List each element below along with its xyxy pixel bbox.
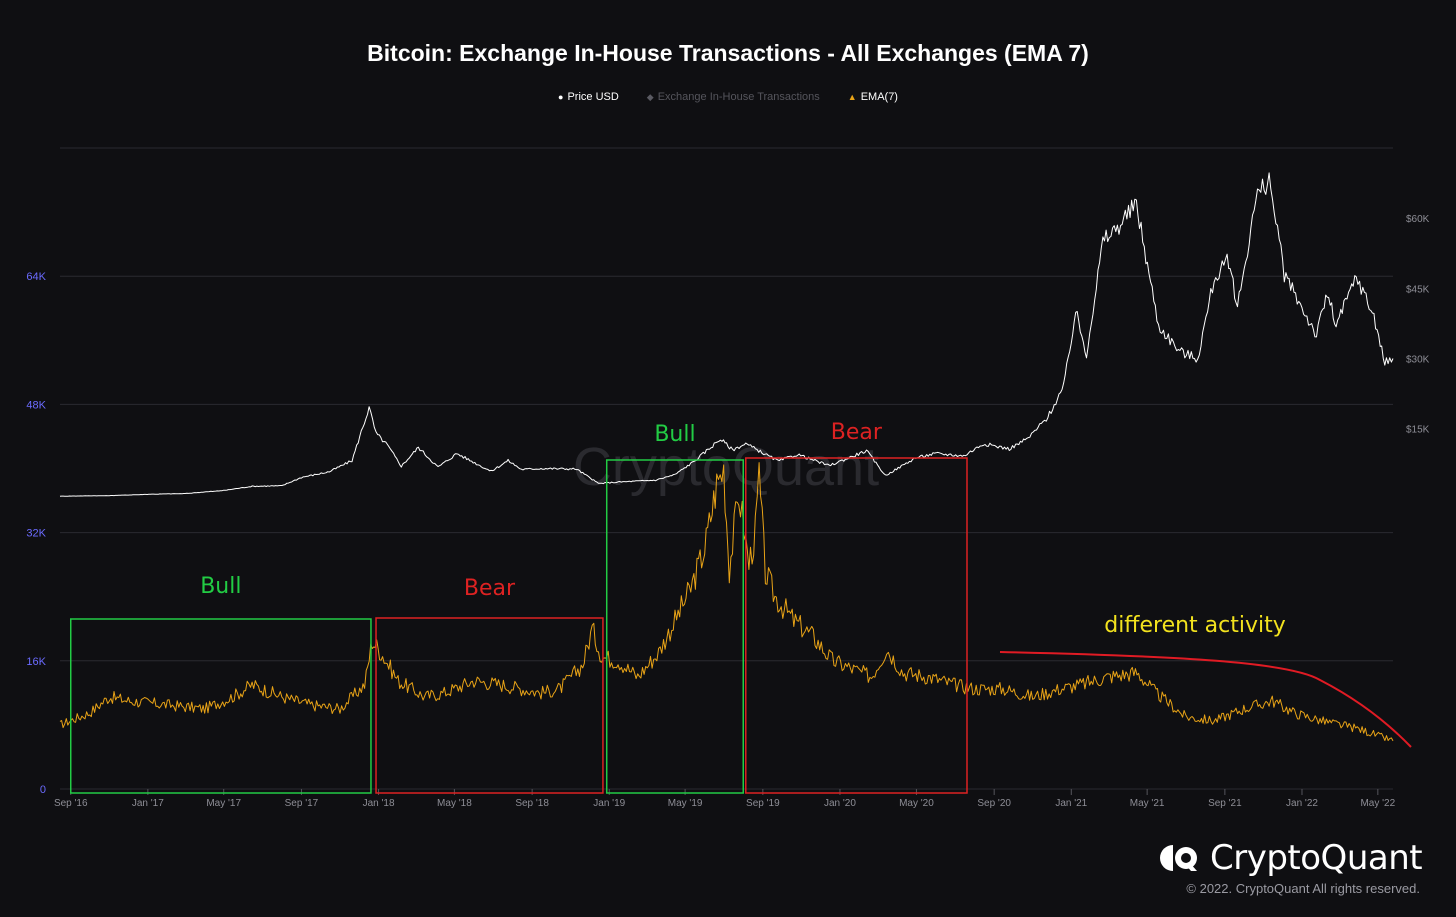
trend-curve [999, 651, 1412, 748]
bear-box-1 [375, 617, 604, 794]
x-tick-7: Jan '19 [593, 798, 625, 809]
x-tick-2: May '17 [206, 798, 241, 809]
y-left-tick-4: 64K [26, 271, 46, 283]
legend: ● Price USD ◆ Exchange In-House Transact… [0, 91, 1456, 103]
x-tick-13: Jan '21 [1055, 798, 1087, 809]
legend-item-price[interactable]: ● Price USD [558, 91, 619, 103]
x-tick-0: Sep '16 [54, 798, 88, 809]
different-activity-label: different activity [1104, 613, 1286, 638]
x-tick-15: Sep '21 [1208, 798, 1242, 809]
y-left-tick-2: 32K [26, 528, 46, 540]
legend-ema-label: EMA(7) [860, 91, 898, 103]
legend-item-ema[interactable]: ▲ EMA(7) [848, 91, 898, 103]
bear-box-2-label: Bear [831, 420, 883, 445]
bull-box-1 [69, 618, 372, 794]
bull-box-2-label: Bull [654, 422, 695, 447]
legend-ema-marker: ▲ [847, 92, 857, 102]
bull-box-1-label: Bull [200, 574, 241, 599]
x-tick-12: Sep '20 [977, 798, 1011, 809]
y-left-tick-1: 16K [26, 656, 46, 668]
x-tick-4: Jan '18 [363, 798, 395, 809]
y-right-tick-2: $45K [1406, 284, 1430, 295]
y-left-tick-0: 0 [40, 784, 46, 796]
bear-box-1-label: Bear [464, 576, 516, 601]
grid-lines [60, 147, 1393, 790]
y-right-tick-0: $15K [1406, 425, 1430, 436]
price-usd-line [59, 172, 1394, 497]
bear-box-2 [745, 457, 968, 794]
annotations: Bull Bear Bull Bear different activity [69, 420, 1412, 794]
ema7-line [59, 462, 1394, 742]
x-tick-11: May '20 [899, 798, 934, 809]
y-left-tick-3: 48K [26, 399, 46, 411]
y-right-tick-3: $60K [1406, 214, 1430, 225]
watermark-text: CryptoQuant [573, 437, 879, 497]
legend-inhouse-marker: ◆ [646, 91, 654, 102]
x-tick-5: May '18 [437, 798, 472, 809]
cryptoquant-logo-icon [1160, 845, 1197, 871]
x-tick-8: May '19 [668, 798, 703, 809]
legend-price-marker: ● [558, 92, 564, 102]
y-right-tick-1: $30K [1406, 355, 1430, 366]
x-tick-6: Sep '18 [515, 798, 549, 809]
legend-price-label: Price USD [567, 91, 619, 103]
series-lines [59, 172, 1394, 742]
x-tick-9: Sep '19 [746, 798, 780, 809]
legend-item-inhouse[interactable]: ◆ Exchange In-House Transactions [647, 91, 820, 103]
cryptoquant-logo: CryptoQuant [1158, 838, 1423, 878]
axes: 0 16K 32K 48K 64K $15K $30K $45K $60K Sep '16 Jan … [26, 214, 1429, 809]
x-tick-3: Sep '17 [285, 798, 319, 809]
cryptoquant-logo-text: CryptoQuant [1210, 838, 1423, 878]
copyright-text: © 2022. CryptoQuant All rights reserved. [1186, 881, 1420, 896]
x-tick-14: May '21 [1130, 798, 1165, 809]
legend-inhouse-label: Exchange In-House Transactions [657, 91, 820, 103]
x-tick-16: Jan '22 [1286, 798, 1318, 809]
x-tick-1: Jan '17 [132, 798, 164, 809]
watermark: CryptoQuant [573, 437, 879, 497]
chart-title: Bitcoin: Exchange In-House Transactions … [367, 40, 1089, 66]
x-tick-10: Jan '20 [824, 798, 856, 809]
bull-box-2 [605, 459, 744, 794]
x-tick-17: May '22 [1360, 798, 1395, 809]
